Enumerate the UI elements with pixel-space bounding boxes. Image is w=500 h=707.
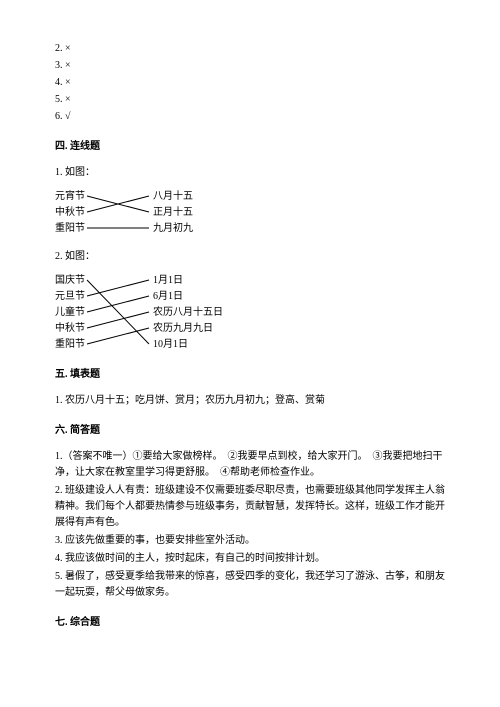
section-4-q1: 1. 如图：: [55, 165, 445, 181]
section-6-q4: 4. 我应该做时间的主人，按时起床，有自己的时间按排计划。: [55, 551, 445, 567]
answer-3: 3. ×: [55, 58, 445, 74]
section-6-q5: 5. 暑假了，感受夏季给我带来的惊喜，感受四季的变化，我还学习了游泳、古筝，和朋…: [55, 569, 445, 601]
answer-2: 2. ×: [55, 41, 445, 57]
section-5-title: 五. 填表题: [55, 367, 445, 383]
match-lines-svg: [55, 189, 255, 237]
section-5-q1: 1. 农历八月十五；吃月饼、赏月；农历九月初九；登高、赏菊: [55, 393, 445, 409]
match-diagram-1: 元宵节中秋节重阳节八月十五正月十五九月初九: [55, 189, 445, 237]
match-diagram-2: 国庆节元旦节儿童节中秋节重阳节1月1日6月1日农历八月十五日农历九月九日10月1…: [55, 273, 445, 353]
answer-6: 6. √: [55, 109, 445, 125]
section-6-q2: 2. 班级建设人人有责：班级建设不仅需要班委尽职尽责，也需要班级其他同学发挥主人…: [55, 483, 445, 531]
section-7-title: 七. 综合题: [55, 615, 445, 631]
answer-5: 5. ×: [55, 92, 445, 108]
section-6-title: 六. 简答题: [55, 423, 445, 439]
section-6-q1: 1.（答案不唯一）①要给大家做榜样。 ②我要早点到校，给大家开门。 ③我要把地扫…: [55, 449, 445, 481]
answer-4: 4. ×: [55, 75, 445, 91]
section-6-q3: 3. 应该先做重要的事，也要安排些室外活动。: [55, 533, 445, 549]
section-4-q2: 2. 如图：: [55, 249, 445, 265]
section-4-title: 四. 连线题: [55, 139, 445, 155]
match-lines-svg: [55, 273, 295, 353]
